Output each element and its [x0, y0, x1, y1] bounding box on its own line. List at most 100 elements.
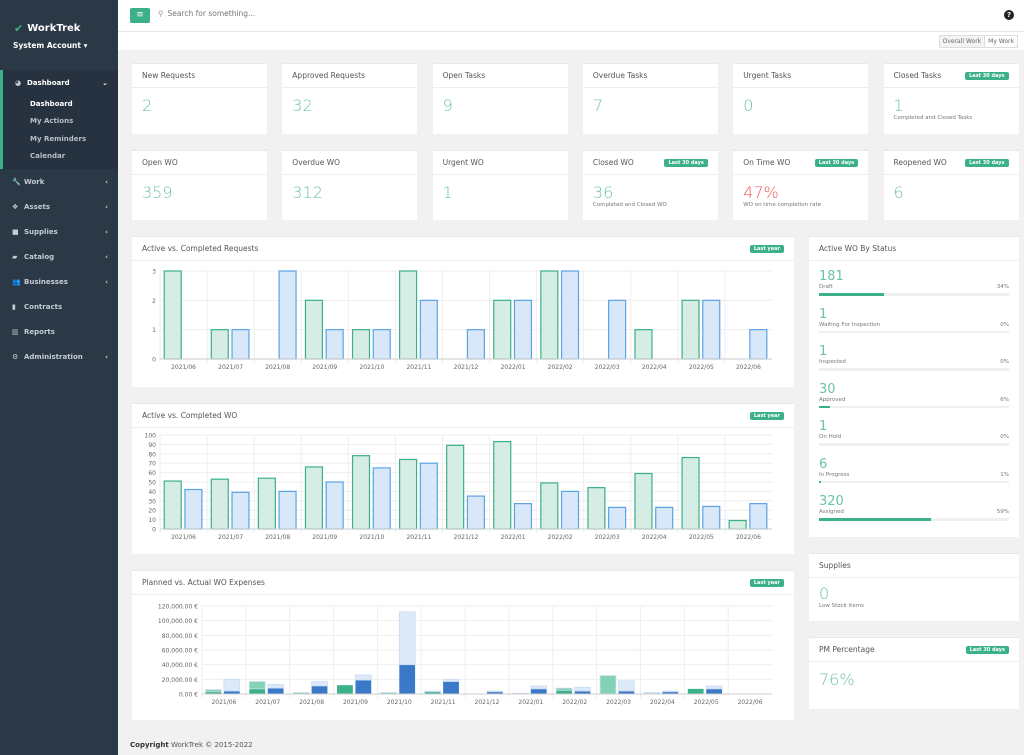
x-tick-label: 2022/01 [518, 699, 543, 706]
expense-bar-segment [661, 690, 679, 693]
status-count: 30 [819, 381, 836, 397]
users-icon: 👥 [12, 277, 21, 286]
sidebar-item-reports[interactable]: ▥ Reports [0, 319, 118, 344]
overall-work-button[interactable]: Overall Work [939, 36, 986, 47]
x-tick-label: 2022/06 [736, 364, 761, 371]
status-progress-bar [819, 480, 1009, 483]
sidebar-item-administration[interactable]: ⚙ Administration ‹ [0, 344, 118, 369]
kpi-title: On Time WO [743, 158, 791, 167]
x-tick-label: 2021/08 [265, 534, 290, 541]
kpi-card-on-time-wo[interactable]: On Time WO Last 30 days 47% WO on time co… [733, 150, 869, 220]
kpi-card-open-tasks[interactable]: Open Tasks 9 [432, 63, 568, 134]
supplies-sub: Low Stock Items [819, 603, 864, 609]
my-work-button[interactable]: My Work [988, 38, 1014, 45]
topbar: ≡ ⚲ ? [118, 0, 1024, 32]
status-card: Active WO By Status 181 Draft 34% 1 Waiting … [809, 236, 1019, 537]
expense-bar-segment [248, 681, 266, 690]
status-percent: 0% [1000, 321, 1009, 328]
period-badge: Last year [749, 244, 784, 253]
card-title: PM Percentage [819, 645, 875, 654]
status-progress-bar [819, 518, 1009, 521]
kpi-value: 1 [893, 96, 904, 115]
kpi-card-approved-requests[interactable]: Approved Requests 32 [282, 63, 418, 134]
sidebar-item-businesses[interactable]: 👥 Businesses ‹ [0, 269, 118, 294]
kpi-value: 9 [442, 96, 453, 115]
kpi-card-new-requests[interactable]: New Requests 2 [132, 63, 267, 134]
kpi-card-overdue-wo[interactable]: Overdue WO 312 [282, 150, 418, 220]
work-scope-toggle: Overall Work My Work [938, 35, 1018, 48]
sidebar-subitem-dashboard[interactable]: Dashboard [30, 99, 73, 108]
completed-bar [325, 329, 344, 360]
sidebar-item-assets[interactable]: ❖ Assets ‹ [0, 194, 118, 219]
period-badge: Last 30 days [664, 158, 708, 167]
sidebar-subitem-my-actions[interactable]: My Actions [30, 117, 74, 126]
kpi-card-urgent-tasks[interactable]: Urgent Tasks 0 [733, 63, 869, 134]
gear-icon: ⚙ [12, 352, 19, 361]
help-icon[interactable]: ? [1004, 10, 1014, 20]
completed-bar [749, 329, 768, 360]
status-item[interactable]: 181 Draft 34% [809, 265, 1019, 303]
sidebar-item-label: Catalog [24, 252, 55, 261]
expense-bar-segment [355, 680, 372, 694]
sidebar-item-work[interactable]: 🔧 Work ‹ [0, 169, 118, 194]
status-label: In Progress [819, 471, 850, 478]
wo-chart: 0 10 20 30 40 50 60 70 80 90 100 2021/06 2021/07 2021… [145, 433, 772, 541]
sidebar-item-label: Contracts [24, 302, 63, 311]
chevron-left-icon: ‹ [105, 277, 108, 286]
y-tick-label: 3 [152, 269, 156, 276]
account-dropdown[interactable]: System Account ▾ [13, 41, 88, 50]
status-item[interactable]: 6 In Progress 1% [809, 453, 1019, 491]
completed-bar [325, 481, 344, 530]
x-tick-label: 2021/09 [312, 534, 337, 541]
kpi-card-overdue-tasks[interactable]: Overdue Tasks 7 [582, 63, 718, 134]
kpi-card-urgent-wo[interactable]: Urgent WO 1 [432, 150, 568, 220]
sidebar-subitem-my-reminders[interactable]: My Reminders [30, 134, 87, 143]
expense-bar-segment [487, 691, 503, 694]
y-tick-label: 0 [152, 527, 156, 534]
expense-bar-segment [205, 691, 222, 694]
sidebar-item-catalog[interactable]: ▰ Catalog ‹ [0, 244, 118, 269]
expense-bar-segment [556, 690, 573, 694]
status-label: Waiting For Inspection [819, 321, 881, 328]
kpi-title: Reopened WO [893, 158, 947, 167]
status-progress-bar [819, 405, 1009, 408]
y-tick-label: 20,000.00 € [162, 677, 198, 684]
kpi-card-open-wo[interactable]: Open WO 359 [132, 150, 267, 220]
requests-chart: 0 1 2 3 2021/06 2021/07 2021/08 2021/09 2021/10 2… [152, 269, 772, 371]
kpi-title: Overdue Tasks [592, 71, 648, 80]
cubes-icon: ❖ [12, 202, 19, 211]
completed-bar [419, 299, 438, 360]
expense-bar-segment [643, 692, 661, 694]
sidebar-item-contracts[interactable]: ▮ Contracts [0, 294, 118, 319]
status-item[interactable]: 1 On Hold 0% [809, 415, 1019, 453]
status-item[interactable]: 30 Approved 6% [809, 378, 1019, 416]
status-item[interactable]: 1 Waiting For Inspection 0% [809, 303, 1019, 341]
kpi-card-closed-tasks[interactable]: Closed Tasks Last 30 days 1 Completed and… [883, 63, 1019, 134]
sidebar-subitem-calendar[interactable]: Calendar [30, 152, 66, 161]
supplies-card: Supplies 0 Low Stock Items [809, 553, 1019, 621]
kpi-card-closed-wo[interactable]: Closed WO Last 30 days 36 Completed and C… [582, 150, 718, 220]
sidebar-item-supplies[interactable]: ■ Supplies ‹ [0, 219, 118, 244]
kpi-subtitle: Completed and Closed Tasks [893, 115, 973, 121]
expense-bar-segment [705, 685, 723, 690]
period-badge: Last 30 days [965, 645, 1009, 654]
status-count: 1 [819, 344, 828, 359]
completed-bar [372, 467, 391, 530]
menu-toggle-button[interactable]: ≡ [130, 8, 150, 23]
expense-bar-segment [223, 678, 241, 692]
x-tick-label: 2021/07 [255, 699, 280, 706]
kpi-title: Open WO [142, 158, 178, 167]
kpi-value: 312 [292, 183, 323, 202]
status-item[interactable]: 1 Inspected 0% [809, 340, 1019, 378]
book-icon: ▰ [12, 252, 18, 261]
kpi-card-reopened-wo[interactable]: Reopened WO Last 30 days 6 [883, 150, 1019, 220]
completed-bar [513, 503, 533, 530]
logo[interactable]: ✔ WorkTrek [14, 22, 80, 35]
chevron-left-icon: ‹ [105, 352, 108, 361]
sidebar-item-dashboard[interactable]: ◕ Dashboard ⌄ [3, 70, 118, 95]
search-input[interactable] [167, 9, 368, 18]
expense-bar-segment [662, 691, 679, 694]
status-item[interactable]: 320 Assigned 59% [809, 490, 1019, 528]
pm-card: PM Percentage Last 30 days 76% [809, 637, 1019, 709]
status-percent: 0% [1000, 359, 1009, 365]
